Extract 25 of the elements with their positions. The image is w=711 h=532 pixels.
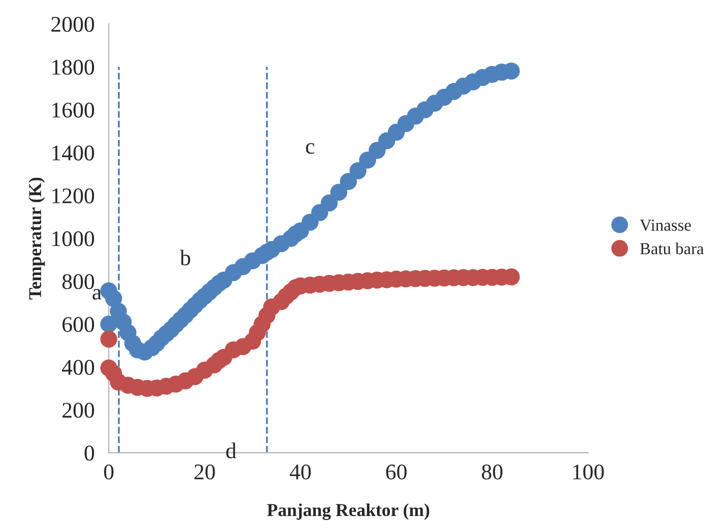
x-tick-label: 100 — [573, 464, 604, 480]
x-tick-label: 60 — [386, 464, 407, 480]
x-axis-title: Panjang Reaktor (m) — [267, 503, 430, 520]
x-tick-label: 20 — [194, 464, 215, 480]
y-tick-label: 2000 — [51, 16, 94, 32]
y-axis-title: Temperatur (K) — [28, 178, 45, 300]
text: a — [92, 288, 102, 300]
y-tick-label: 1200 — [52, 188, 94, 204]
annotation: c — [306, 143, 314, 154]
y-tick-label: 1600 — [52, 102, 94, 118]
x-tick-label: 40 — [290, 464, 311, 480]
x-tick-label: 80 — [482, 464, 502, 480]
annotation: d — [226, 442, 236, 458]
y-tick-label: 0 — [84, 446, 94, 461]
y-tick-label: 1800 — [52, 60, 94, 75]
legend-label: Vinasse — [640, 220, 691, 231]
y-tick-label: 600 — [62, 317, 94, 332]
annotation: b — [180, 250, 190, 266]
x-tick-label: 0 — [104, 464, 114, 480]
y-tick-label: 1000 — [52, 231, 94, 246]
y-tick-label: 200 — [62, 402, 94, 418]
y-tick-label: 1400 — [52, 146, 94, 161]
y-tick-label: 400 — [62, 360, 94, 375]
y-tick-label: 800 — [62, 274, 94, 290]
legend-label: Batu bara — [640, 242, 704, 254]
